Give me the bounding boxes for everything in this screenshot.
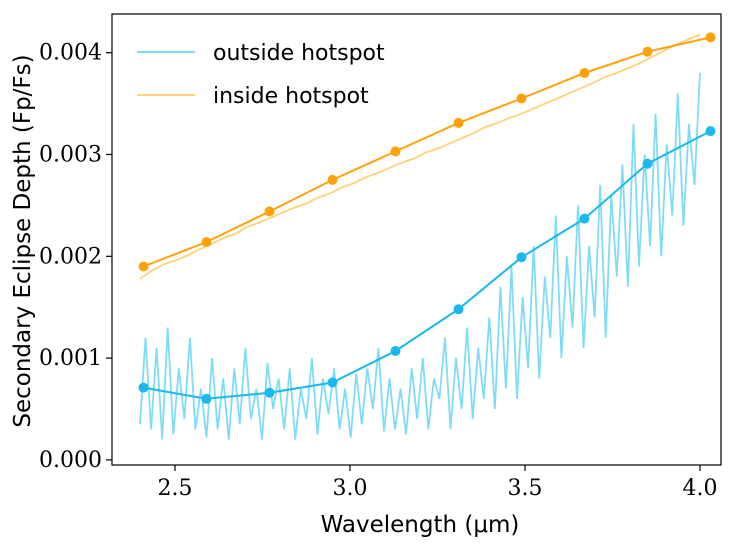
- x-tick-label: 3.0: [333, 476, 368, 501]
- binned-line-1: [143, 36, 711, 268]
- y-tick-label: 0.003: [39, 142, 102, 167]
- binned-point: [138, 261, 149, 272]
- x-tick-label: 3.5: [508, 476, 543, 501]
- binned-point: [453, 117, 464, 128]
- binned-point: [390, 346, 401, 356]
- binned-point: [642, 158, 653, 169]
- binned-point: [579, 68, 590, 78]
- binned-points: [138, 32, 716, 404]
- binned-point: [390, 146, 401, 157]
- x-tick-label: 2.5: [158, 476, 193, 501]
- binned-point: [264, 387, 275, 398]
- binned-point: [705, 32, 716, 43]
- binned-point: [705, 126, 716, 137]
- plot-lines: [139, 33, 711, 440]
- binned-point: [453, 304, 464, 315]
- x-axis: 2.5 3.0 3.5 4.0: [158, 465, 718, 501]
- y-tick-label: 0.000: [39, 448, 102, 473]
- binned-line-0: [143, 130, 711, 400]
- x-tick-label: 4.0: [683, 476, 718, 501]
- spectrum-line-0: [139, 72, 701, 440]
- binned-point: [264, 206, 275, 217]
- y-tick-label: 0.001: [39, 346, 102, 371]
- binned-point: [138, 382, 149, 393]
- binned-point: [201, 237, 212, 247]
- binned-point: [579, 213, 590, 224]
- binned-point: [516, 252, 527, 263]
- legend: outside hotspot inside hotspot: [137, 41, 385, 109]
- y-tick-label: 0.004: [39, 41, 102, 66]
- y-tick-label: 0.002: [39, 244, 102, 269]
- legend-label-inside: inside hotspot: [213, 84, 369, 109]
- binned-point: [327, 174, 338, 185]
- binned-point: [201, 393, 212, 404]
- binned-point: [327, 377, 338, 388]
- spectrum-line-1: [139, 33, 701, 280]
- y-axis: 0.000 0.001 0.002 0.003 0.004: [39, 41, 112, 473]
- legend-label-outside: outside hotspot: [213, 41, 385, 66]
- x-axis-label: Wavelength (μm): [321, 512, 520, 538]
- plot-frame: [111, 13, 722, 466]
- y-axis-label: Secondary Eclipse Depth (Fp/Fs): [10, 54, 36, 427]
- binned-point: [642, 46, 653, 57]
- binned-point: [516, 93, 527, 104]
